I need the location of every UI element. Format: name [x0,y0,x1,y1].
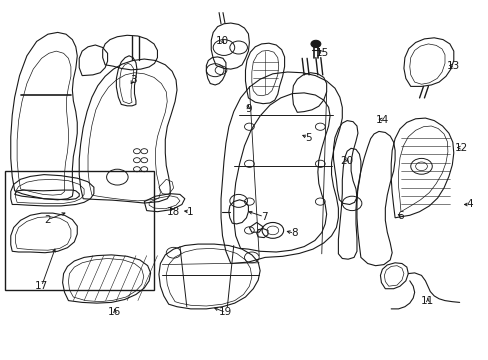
Text: 6: 6 [397,211,404,221]
Text: 2: 2 [44,215,51,225]
Text: 18: 18 [166,207,180,217]
Text: 10: 10 [216,36,228,46]
Circle shape [310,40,320,48]
Text: 8: 8 [290,228,297,238]
Text: 12: 12 [454,143,468,153]
Text: 7: 7 [260,212,267,222]
Text: 9: 9 [244,104,251,114]
Bar [5,171,154,290]
Text: 15: 15 [315,48,329,58]
Text: 1: 1 [186,207,193,217]
Text: 4: 4 [465,199,472,210]
Text: 11: 11 [420,296,434,306]
Text: 17: 17 [35,281,48,291]
Text: 19: 19 [219,307,232,318]
Text: 14: 14 [375,114,388,125]
Text: 13: 13 [446,60,460,71]
Text: 20: 20 [340,156,353,166]
Text: 5: 5 [304,132,311,143]
Text: 16: 16 [108,307,122,318]
Text: 3: 3 [129,75,136,85]
